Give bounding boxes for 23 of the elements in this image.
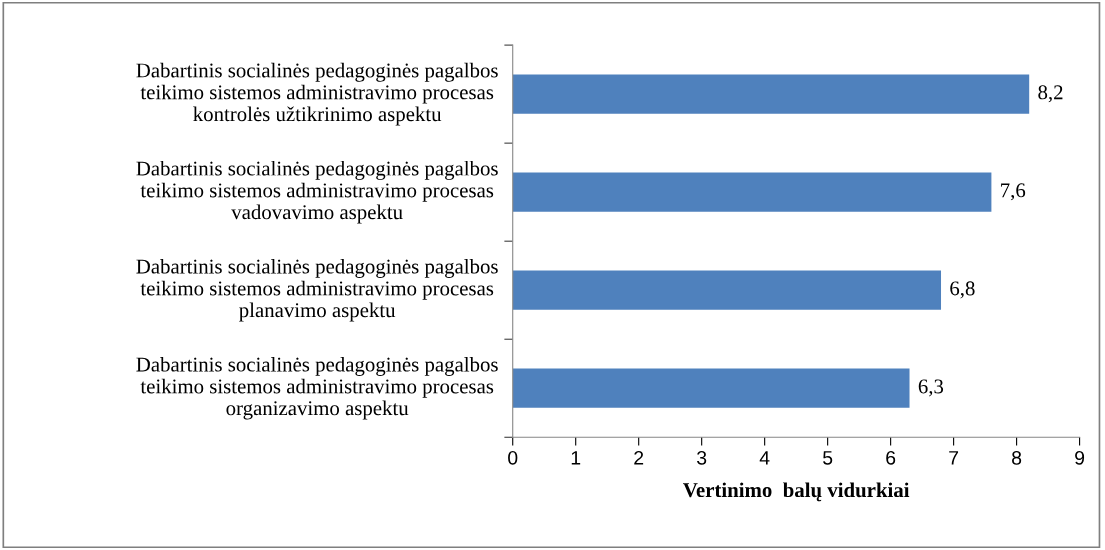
y-tick-label: Dabartinis socialinės pedagoginės pagalbos teikimo sistemos administravimo procesas organizavimo aspektu — [136, 356, 498, 420]
x-tick-label: 9 — [1075, 450, 1085, 465]
data-label: 7,6 — [1001, 183, 1026, 201]
data-label: 6,8 — [950, 281, 975, 299]
y-tick-label: Dabartinis socialinės pedagoginės pagalbos teikimo sistemos administravimo procesas planavimo aspektu — [136, 258, 498, 322]
x-tick-label: 7 — [949, 451, 959, 465]
data-label: 6,3 — [918, 379, 944, 397]
data-label: 8,2 — [1038, 85, 1063, 103]
y-tick-label: Dabartinis socialinės pedagoginės pagalbos teikimo sistemos administravimo procesas kontrolės užtikrinimo aspektu — [136, 62, 498, 126]
x-tick-label: 0 — [508, 450, 518, 465]
bar — [512, 74, 1030, 114]
x-tick-label: 4 — [759, 451, 770, 465]
bar — [512, 270, 942, 310]
bar — [512, 172, 992, 212]
bar — [512, 368, 910, 408]
x-axis-title: Vertinimo balų vidurkiai — [683, 482, 910, 502]
x-tick-label: 8 — [1012, 450, 1022, 465]
x-tick-label: 1 — [571, 451, 581, 465]
x-tick-label: 5 — [823, 451, 833, 465]
x-tick-label: 3 — [697, 450, 707, 465]
x-tick-label: 2 — [634, 450, 644, 465]
y-tick-label: Dabartinis socialinės pedagoginės pagalbos teikimo sistemos administravimo procesas vadovavimo aspektu — [136, 160, 498, 224]
x-tick-label: 6 — [886, 450, 896, 465]
